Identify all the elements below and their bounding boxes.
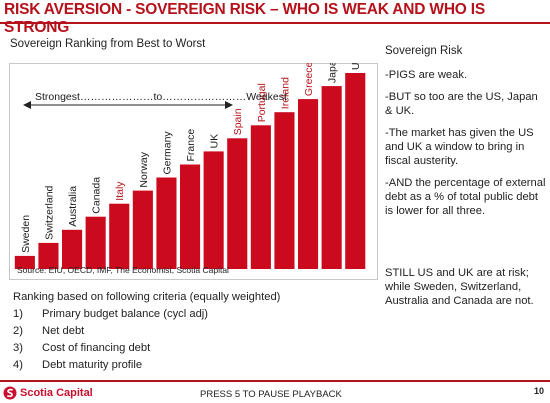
bar xyxy=(180,164,201,269)
bar xyxy=(156,177,177,269)
bar-label: Switzerland xyxy=(43,185,55,239)
criteria-number: 2) xyxy=(13,325,23,337)
bar-label: Greece xyxy=(303,63,315,96)
criteria-item: 2) Net debt xyxy=(13,325,280,342)
bar xyxy=(132,190,153,269)
chart-source: Source: EIU, OECD, IMF, The Economist, S… xyxy=(17,265,229,275)
criteria-number: 4) xyxy=(13,359,23,371)
sidebar-notes: Sovereign Risk -PIGS are weak. -BUT so t… xyxy=(385,44,547,307)
sidebar-point: -The market has given the US and UK a wi… xyxy=(385,127,534,167)
bar xyxy=(321,86,342,269)
criteria-number: 1) xyxy=(13,308,23,320)
risk-note: STILL US and UK are at risk; while Swede… xyxy=(385,267,534,307)
criteria-item: 3) Cost of financing debt xyxy=(13,342,280,359)
bar-label: Canada xyxy=(91,177,103,214)
bar-label: Ireland xyxy=(279,77,291,109)
bar xyxy=(38,242,59,269)
bar-label: UK xyxy=(209,134,221,149)
chart-title: Sovereign Ranking from Best to Worst xyxy=(10,38,206,50)
sidebar-point: -AND the percentage of external debt as … xyxy=(385,177,546,217)
annotation-text: Strongest…………………to……………………Weakest xyxy=(35,91,287,103)
bar xyxy=(85,216,106,269)
sovereign-ranking-chart: Sweden Switzerland Australia Canada Italy Nor… xyxy=(14,63,366,275)
bar-label: Japan xyxy=(327,63,339,83)
criteria-heading: Ranking based on following criteria (equ… xyxy=(13,291,281,303)
bar xyxy=(274,112,295,269)
bar xyxy=(250,125,271,269)
sidebar-point: -PIGS are weak. xyxy=(385,69,468,81)
annotation-arrow-left-head xyxy=(23,101,31,109)
bar xyxy=(14,255,35,269)
bar xyxy=(298,99,319,269)
page-number: 10 xyxy=(534,386,545,396)
criteria-item: 4) Debt maturity profile xyxy=(13,359,280,376)
criteria-text: Primary budget balance (cycl adj) xyxy=(42,308,209,320)
criteria-text: Cost of financing debt xyxy=(42,342,151,354)
bar-label: France xyxy=(185,129,197,162)
criteria-list: Ranking based on following criteria (equ… xyxy=(13,291,280,376)
bar xyxy=(203,151,224,269)
bar xyxy=(109,203,130,269)
bar xyxy=(62,229,83,269)
bar-label: Spain xyxy=(232,108,244,135)
bar xyxy=(227,138,248,269)
bar-label: Norway xyxy=(138,151,150,187)
scotia-logo-icon xyxy=(3,386,17,400)
bar-label: Australia xyxy=(67,186,79,227)
scotia-capital-logo: Scotia Capital xyxy=(3,386,93,400)
criteria-item: 1) Primary budget balance (cycl adj) xyxy=(13,308,280,325)
bar-label: Germany xyxy=(161,131,173,175)
bar-label: US xyxy=(350,63,362,70)
criteria-number: 3) xyxy=(13,342,23,354)
annotation-arrow-right-head xyxy=(225,101,233,109)
footer-divider xyxy=(0,380,550,382)
page-title: RISK AVERSION - SOVEREIGN RISK – WHO IS … xyxy=(4,1,486,36)
title-divider xyxy=(0,22,550,24)
bar xyxy=(345,73,366,269)
sidebar-heading: Sovereign Risk xyxy=(385,45,463,57)
bar-label: Sweden xyxy=(20,215,32,253)
bar-label: Italy xyxy=(114,181,126,201)
criteria-text: Net debt xyxy=(42,325,85,337)
sidebar-point: -BUT so too are the US, Japan & UK. xyxy=(385,91,538,117)
criteria-text: Debt maturity profile xyxy=(42,359,143,371)
playback-hint: PRESS 5 TO PAUSE PLAYBACK xyxy=(200,389,342,400)
bar-label: Portugal xyxy=(256,83,268,122)
logo-wordmark: Scotia Capital xyxy=(20,387,93,399)
